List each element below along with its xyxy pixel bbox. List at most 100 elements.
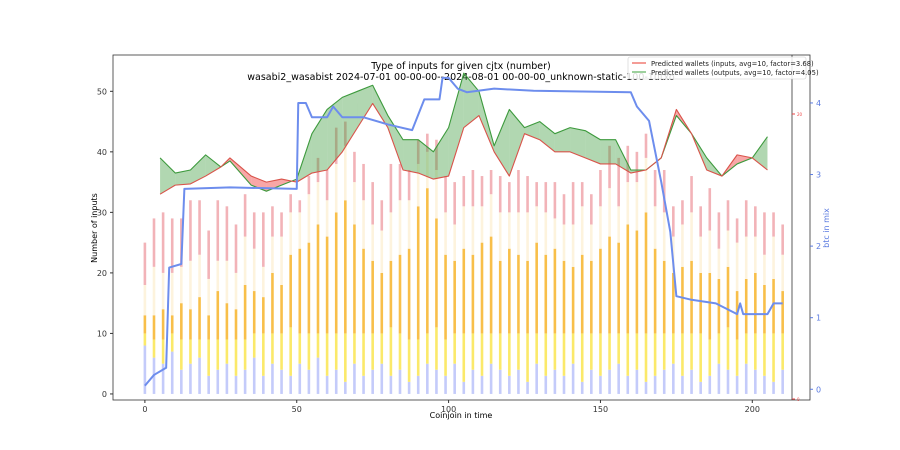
- bar-segment-yellow: [763, 333, 766, 376]
- bar-segment-blue: [398, 369, 402, 394]
- bar-segment-orange: [198, 297, 201, 340]
- bar-segment-orange: [480, 242, 484, 334]
- bar-segment-pink: [471, 170, 475, 207]
- bar-segment-orange: [152, 315, 156, 340]
- bar-segment-pink: [672, 206, 675, 237]
- bar-segment-yellow: [198, 339, 201, 358]
- bar-segment-pink: [426, 133, 429, 152]
- bar-segment-pink: [772, 212, 775, 237]
- bar-segment-blue: [462, 381, 466, 394]
- bar-segment-yellow: [726, 327, 730, 370]
- bar-segment-orange: [280, 285, 283, 334]
- bar-segment-yellow: [444, 339, 447, 376]
- bar-segment-cream: [708, 230, 712, 273]
- plot-frame: [112, 54, 811, 401]
- bar-segment-blue: [234, 375, 238, 394]
- bar-segment-cream: [635, 182, 639, 231]
- bar-segment-blue: [498, 369, 502, 394]
- bar-segment-cream: [471, 206, 475, 255]
- bar-segment-blue: [781, 369, 784, 394]
- bar-segment-orange: [435, 218, 438, 328]
- bar-segment-cream: [207, 278, 210, 316]
- bar-segment-pink: [781, 224, 784, 255]
- bar-segment-blue: [435, 369, 438, 394]
- bar-segment-yellow: [517, 333, 520, 370]
- legend-label-inputs: Predicted wallets (inputs, avg=10, facto…: [651, 60, 814, 68]
- bar-segment-pink: [262, 212, 265, 267]
- bar-segment-pink: [207, 230, 210, 279]
- bar-segment-orange: [617, 242, 620, 334]
- bar-segment-pink: [334, 127, 338, 164]
- y-tick-label: 50: [97, 87, 107, 96]
- bar-segment-cream: [334, 163, 338, 213]
- bar-segment-pink: [453, 182, 456, 225]
- bar-segment-cream: [553, 218, 557, 249]
- fill-outputs-above: [160, 157, 176, 195]
- bar-segment-yellow: [325, 333, 329, 376]
- bar-segment-pink: [608, 145, 611, 189]
- bar-segment-orange: [708, 272, 712, 340]
- bar-segment-blue: [763, 375, 766, 394]
- svg-text:20: 20: [797, 112, 803, 117]
- bar-segment-cream: [353, 182, 356, 225]
- bar-segment-blue: [380, 363, 384, 394]
- x-tick-label: 0: [142, 405, 147, 414]
- bar-segment-pink: [271, 206, 274, 237]
- bar-segment-cream: [398, 200, 402, 255]
- bar-segment-pink: [389, 163, 393, 213]
- bar-segment-orange: [717, 278, 721, 334]
- bar-segment-cream: [508, 212, 511, 249]
- bar-segment-orange: [571, 266, 575, 334]
- bar-segment-cream: [480, 206, 484, 243]
- bars-layer: [143, 121, 784, 394]
- bar-segment-orange: [289, 254, 292, 328]
- bar-segment-yellow: [189, 339, 192, 364]
- predicted-inputs-line: [159, 102, 768, 195]
- bar-segment-blue: [735, 375, 739, 394]
- bar-segment-pink: [198, 200, 201, 255]
- bar-segment-blue: [590, 369, 593, 394]
- bar-segment-orange: [307, 242, 311, 334]
- bar-segment-cream: [498, 212, 502, 261]
- bar-segment-orange: [754, 272, 757, 334]
- third-axis-tick-bottom: 0: [792, 397, 800, 402]
- bar-segment-pink: [571, 182, 575, 225]
- legend: Predicted wallets (inputs, avg=10, facto…: [627, 56, 819, 80]
- bar-segment-pink: [316, 157, 320, 183]
- bar-segment-yellow: [526, 333, 529, 382]
- bar-segment-cream: [271, 236, 274, 273]
- y-tick-label: 20: [97, 269, 107, 278]
- bar-segment-cream: [344, 145, 347, 201]
- bar-segment-cream: [562, 224, 566, 261]
- bar-segment-pink: [189, 200, 192, 261]
- bar-segment-cream: [644, 157, 648, 213]
- chart-title: Type of inputs for given cjtx (number): [370, 61, 550, 72]
- bar-segment-yellow: [480, 333, 484, 376]
- bar-segment-blue: [280, 369, 283, 394]
- fill-outputs-above: [311, 109, 328, 174]
- bar-segment-orange: [580, 254, 584, 334]
- fill-outputs-above: [418, 139, 434, 180]
- bar-segment-yellow: [234, 339, 238, 376]
- bar-segment-blue: [143, 345, 147, 394]
- bar-segment-yellow: [580, 333, 584, 382]
- bar-segment-yellow: [435, 327, 438, 370]
- y2-tick-label: 4: [816, 99, 821, 108]
- bar-segment-blue: [262, 375, 265, 394]
- bar-segment-pink: [690, 176, 693, 213]
- bar-segment-cream: [626, 182, 630, 225]
- bar-segment-yellow: [353, 333, 356, 364]
- bar-segment-yellow: [672, 333, 675, 364]
- bar-segment-cream: [726, 230, 730, 267]
- bar-segment-pink: [498, 176, 502, 213]
- bar-segment-blue: [644, 381, 648, 394]
- bar-segment-orange: [599, 248, 602, 334]
- bar-segment-orange: [316, 224, 320, 334]
- bar-segment-cream: [362, 200, 365, 249]
- bar-segment-orange: [444, 254, 447, 340]
- bar-segment-pink: [143, 242, 147, 285]
- bar-segment-orange: [699, 272, 702, 334]
- bar-segment-yellow: [617, 333, 620, 364]
- bar-segment-blue: [161, 363, 165, 394]
- bar-segment-orange: [389, 260, 393, 328]
